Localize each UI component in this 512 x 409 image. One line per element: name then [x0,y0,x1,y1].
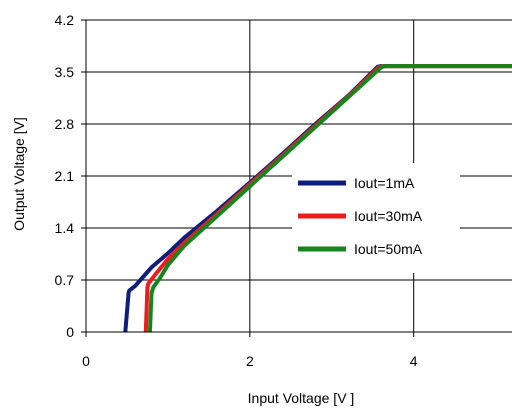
legend-label-3: Iout=50mA [354,241,423,257]
y-tick-label: 3.5 [55,64,75,80]
y-tick-label: 2.8 [55,116,75,132]
y-axis-label: Output Voltage [V] [11,117,27,231]
y-tick-label: 1.4 [55,220,75,236]
legend: Iout=1mA Iout=30mA Iout=50mA [292,163,460,273]
legend-label-1: Iout=1mA [354,175,415,191]
y-tick-label: 0.7 [55,272,75,288]
x-tick-label: 0 [82,353,90,369]
tick-labels: 0 0.7 1.4 2.1 2.8 3.5 4.2 0 2 4 [55,12,418,369]
x-tick-label: 2 [246,353,254,369]
x-tick-label: 4 [410,353,418,369]
series-line-3 [147,64,512,333]
x-axis-label: Input Voltage [V ] [248,390,355,406]
series-lines [123,64,512,333]
legend-label-2: Iout=30mA [354,208,423,224]
y-tick-label: 0 [66,324,74,340]
y-tick-label: 2.1 [55,168,75,184]
y-tick-label: 4.2 [55,12,75,28]
